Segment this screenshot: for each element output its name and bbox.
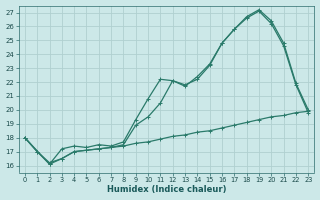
X-axis label: Humidex (Indice chaleur): Humidex (Indice chaleur) xyxy=(107,185,226,194)
